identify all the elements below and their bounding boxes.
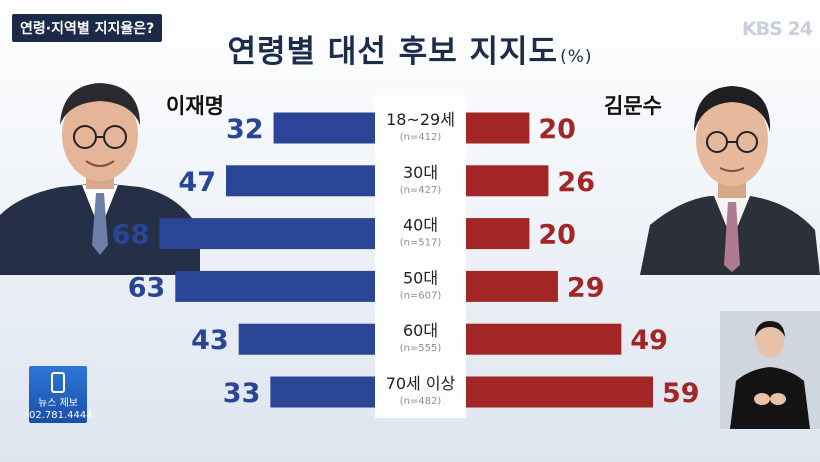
category-label-1: 30대 <box>403 163 438 182</box>
segment-tag: 연령·지역별 지지율은? <box>12 14 163 42</box>
bar-right-5 <box>466 376 654 408</box>
bar-left-5 <box>270 376 375 408</box>
category-label-4: 60대 <box>403 321 438 340</box>
sample-label-0: (n=412) <box>400 132 442 143</box>
value-left-0: 32 <box>226 114 264 145</box>
value-right-5: 59 <box>662 378 700 409</box>
bar-right-4 <box>466 323 622 355</box>
bar-right-2 <box>466 218 530 250</box>
candidate-right-portrait <box>640 86 820 275</box>
value-left-2: 68 <box>112 220 150 251</box>
news-tip-phone: 02.781.4444 <box>29 410 93 421</box>
bar-right-3 <box>466 270 558 302</box>
bar-right-1 <box>466 165 549 197</box>
value-left-3: 63 <box>128 272 166 303</box>
bar-left-4 <box>238 323 375 355</box>
news-tip-box: 뉴스 제보 02.781.4444 <box>29 366 93 423</box>
news-tip-label: 뉴스 제보 <box>38 398 78 409</box>
sample-label-4: (n=555) <box>400 343 442 354</box>
value-left-4: 43 <box>191 325 229 356</box>
chart-title: 연령별 대선 후보 지지도 (%) <box>0 26 820 71</box>
bar-left-0 <box>273 112 375 144</box>
value-right-4: 49 <box>630 325 668 356</box>
bar-left-3 <box>175 270 375 302</box>
category-column <box>375 95 466 418</box>
candidate-left-portrait <box>0 83 200 275</box>
value-right-3: 29 <box>567 272 605 303</box>
sign-language-interpreter <box>720 311 820 429</box>
sample-label-3: (n=607) <box>400 290 442 301</box>
value-right-0: 20 <box>538 114 576 145</box>
value-left-5: 33 <box>223 378 261 409</box>
value-right-1: 26 <box>557 167 595 198</box>
category-label-3: 50대 <box>403 268 438 287</box>
candidate-right-name: 김문수 <box>604 94 662 118</box>
chart-unit: (%) <box>560 47 593 67</box>
sample-label-5: (n=482) <box>400 396 442 407</box>
channel-logo: KBS 24 <box>742 18 813 40</box>
bar-left-2 <box>159 218 375 250</box>
category-label-0: 18~29세 <box>386 110 455 129</box>
category-label-5: 70세 이상 <box>386 374 456 393</box>
category-label-2: 40대 <box>403 216 438 235</box>
bar-right-0 <box>466 112 530 144</box>
chart-title-text: 연령별 대선 후보 지지도 <box>227 34 559 70</box>
candidate-left-name: 이재명 <box>166 94 224 118</box>
value-left-1: 47 <box>178 167 216 198</box>
value-right-2: 20 <box>538 220 576 251</box>
sample-label-2: (n=517) <box>400 238 442 249</box>
interpreter-figure <box>730 321 810 429</box>
sample-label-1: (n=427) <box>400 185 442 196</box>
phone-icon <box>51 372 65 393</box>
bar-left-1 <box>226 165 375 197</box>
